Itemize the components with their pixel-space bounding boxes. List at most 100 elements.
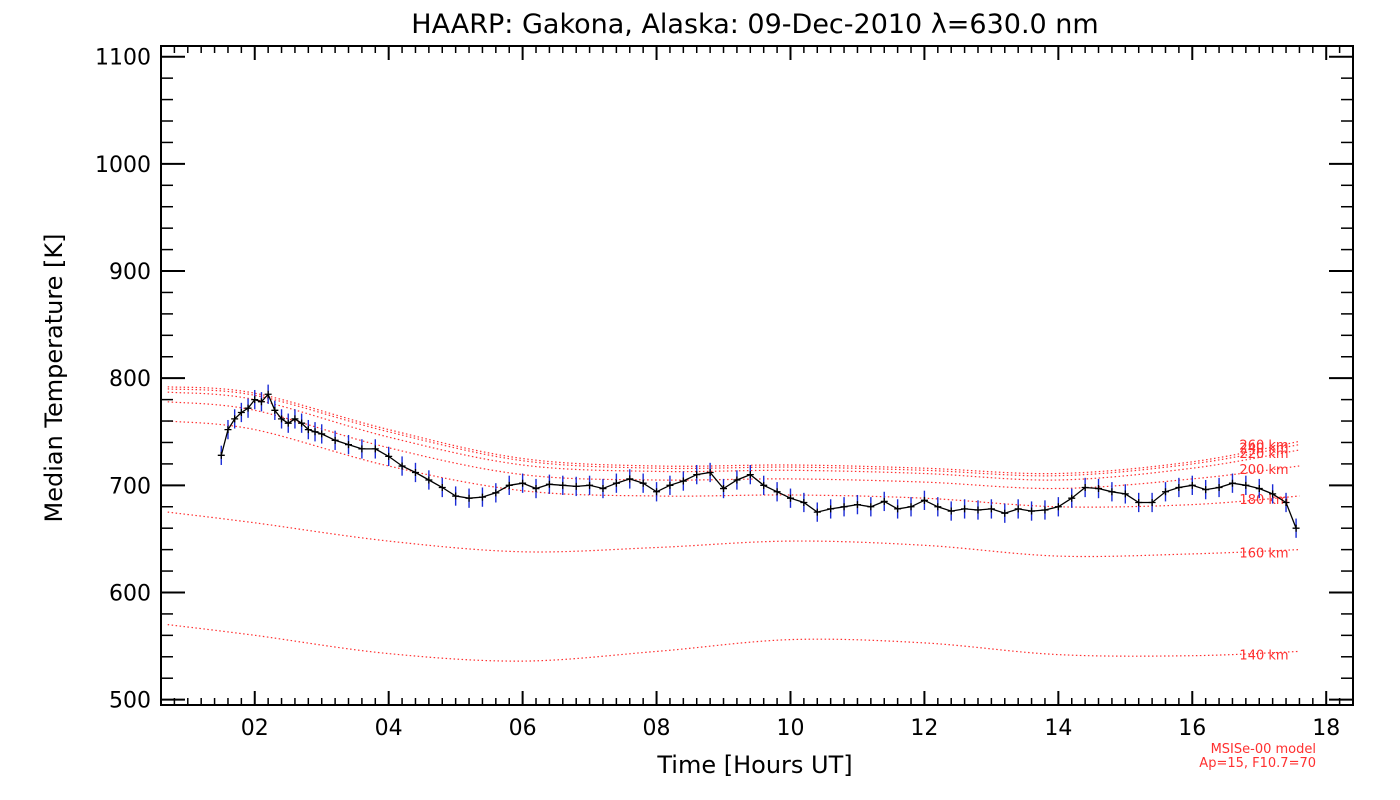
data-point	[773, 488, 781, 496]
y-tick-label: 500	[109, 689, 151, 714]
data-point	[733, 476, 741, 484]
data-point	[278, 415, 286, 423]
model-label-160km: 160 km	[1239, 547, 1288, 562]
data-point	[1228, 479, 1236, 487]
data-point	[345, 441, 353, 449]
model-label-260km: 260 km	[1239, 438, 1288, 453]
data-point	[800, 498, 808, 506]
data-point	[298, 419, 306, 427]
data-point	[813, 508, 821, 516]
data-point	[639, 479, 647, 487]
data-point	[1161, 488, 1169, 496]
model-label-200km: 200 km	[1239, 463, 1288, 478]
data-point	[853, 501, 861, 509]
data-point	[492, 489, 500, 497]
data-point	[251, 396, 259, 404]
data-point	[1001, 509, 1009, 517]
data-point	[1242, 481, 1250, 489]
x-tick-label: 18	[1312, 716, 1340, 741]
data-point	[425, 476, 433, 484]
axes-group	[160, 45, 1354, 706]
model-line-180km	[167, 420, 1300, 508]
x-tick-label: 04	[375, 716, 403, 741]
data-point	[284, 419, 292, 427]
data-point	[612, 479, 620, 487]
data-point	[244, 404, 252, 412]
model-line-140km	[167, 624, 1300, 662]
data-point	[217, 451, 225, 459]
model-line-160km	[167, 511, 1300, 558]
data-point	[720, 485, 728, 493]
data-point	[311, 428, 319, 436]
data-point	[505, 481, 513, 489]
data-point	[291, 415, 299, 423]
data-point	[693, 471, 701, 479]
data-point	[371, 445, 379, 453]
y-tick-label: 900	[109, 260, 151, 285]
data-point	[559, 481, 567, 489]
data-point	[1014, 505, 1022, 513]
data-point	[271, 406, 279, 414]
x-tick-label: 12	[910, 716, 938, 741]
y-tick-label: 700	[109, 474, 151, 499]
model-label-240km: 240 km	[1239, 442, 1288, 457]
data-point	[786, 494, 794, 502]
data-point	[465, 494, 473, 502]
data-point	[961, 505, 969, 513]
data-point	[920, 496, 928, 504]
model-line-220km	[167, 391, 1300, 481]
data-point	[1215, 483, 1223, 491]
data-point	[452, 492, 460, 500]
data-point	[1081, 483, 1089, 491]
data-point	[840, 503, 848, 511]
x-tick-label: 08	[643, 716, 671, 741]
model-lines-group	[167, 386, 1300, 662]
y-tick-label: 600	[109, 581, 151, 606]
y-tick-label: 1000	[95, 153, 151, 178]
y-axis-label: Median Temperature [K]	[40, 233, 68, 522]
data-point	[264, 390, 272, 398]
data-point	[1282, 498, 1290, 506]
data-point	[572, 482, 580, 490]
data-point	[746, 471, 754, 479]
plot-frame	[160, 45, 1354, 706]
model-line-240km	[167, 388, 1300, 477]
data-point	[599, 485, 607, 493]
data-point	[257, 398, 265, 406]
model-label-140km: 140 km	[1239, 648, 1288, 663]
data-point	[1054, 503, 1062, 511]
data-point	[1202, 486, 1210, 494]
data-point	[706, 468, 714, 476]
data-point	[1108, 488, 1116, 496]
data-point	[478, 493, 486, 501]
data-point	[1255, 485, 1263, 493]
y-tick-label: 1100	[95, 46, 151, 71]
model-line-260km	[167, 386, 1300, 475]
x-axis-label: Time [Hours UT]	[656, 751, 852, 779]
data-point	[934, 503, 942, 511]
data-point	[1148, 498, 1156, 506]
model-annotation-line1: MSISe-00 model	[1211, 742, 1316, 757]
x-tick-label: 16	[1178, 716, 1206, 741]
data-point	[1028, 507, 1036, 515]
data-point	[1135, 498, 1143, 506]
chart-title: HAARP: Gakona, Alaska: 09-Dec-2010 λ=630…	[411, 9, 1098, 40]
y-tick-label: 800	[109, 367, 151, 392]
data-point	[907, 503, 915, 511]
data-point	[1188, 481, 1196, 489]
data-point	[438, 483, 446, 491]
x-tick-label: 06	[509, 716, 537, 741]
data-point	[760, 481, 768, 489]
model-label-220km: 220 km	[1239, 447, 1288, 462]
x-tick-label: 02	[241, 716, 269, 741]
data-point	[1269, 490, 1277, 498]
data-point	[411, 468, 419, 476]
data-point	[987, 505, 995, 513]
measured-series-group	[217, 390, 1300, 532]
data-point	[318, 430, 326, 438]
data-point	[1292, 524, 1300, 532]
data-point	[1041, 506, 1049, 514]
data-point	[974, 506, 982, 514]
data-point	[398, 462, 406, 470]
